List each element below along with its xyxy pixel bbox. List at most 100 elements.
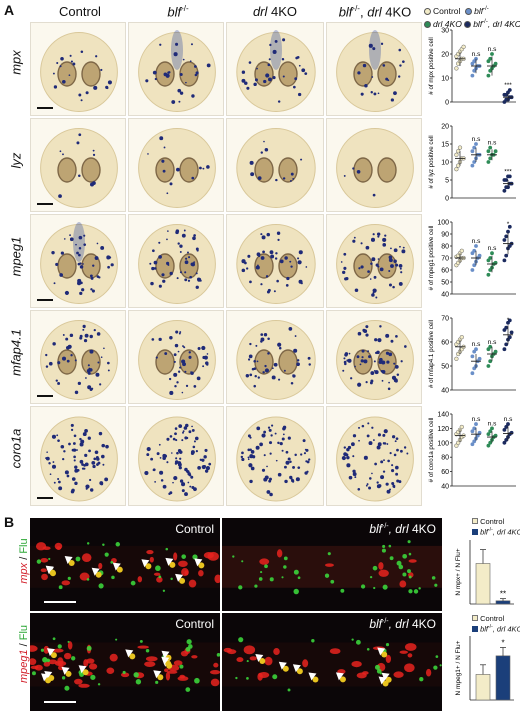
data-point: [470, 354, 475, 359]
significance-label: n.s: [488, 420, 497, 427]
y-tick-label: 20: [441, 124, 449, 131]
data-point: [488, 344, 493, 349]
y-tick-label: 60: [441, 469, 449, 476]
embryo-image: [326, 214, 422, 308]
significance-label: n.s: [488, 339, 497, 346]
embryo-image: [226, 22, 324, 116]
embryo-image: [128, 406, 224, 506]
bar: [495, 655, 511, 701]
arrowhead-icon: [255, 653, 264, 662]
y-tick-label: 0: [445, 100, 449, 107]
data-point: [457, 145, 463, 150]
arrowhead-icon: [308, 672, 317, 681]
data-point: [490, 251, 494, 256]
y-tick-label: 0: [445, 196, 449, 203]
row-header-mpeg1: mpeg1: [8, 236, 24, 277]
data-point: [493, 61, 498, 66]
y-tick-label: 120: [437, 426, 449, 433]
significance-label: ***: [504, 82, 512, 89]
significance-label: n.s: [472, 416, 481, 423]
arrowhead-icon: [45, 565, 54, 574]
embryo-image: [326, 118, 422, 212]
data-point: [472, 263, 477, 268]
data-point: [486, 73, 491, 78]
data-point: [502, 440, 507, 445]
y-tick-label: 80: [441, 455, 449, 462]
panel-b-row2-label: mpeg1 / Flu: [18, 624, 30, 684]
embryo-image: [326, 406, 422, 506]
embryo-image: [30, 118, 126, 212]
fluor-image-mpx-control: Control: [30, 518, 220, 611]
arrowhead-icon: [41, 673, 50, 682]
y-axis-label: # of mpeg1 positive cell: [428, 226, 435, 291]
arrowhead-icon: [175, 573, 184, 582]
data-point: [454, 152, 459, 157]
data-point: [509, 330, 514, 335]
arrowhead-icon: [194, 558, 203, 567]
data-point: [486, 272, 491, 277]
y-axis-label: N mpeg1+ / N Flu+: [455, 640, 462, 695]
data-point: [488, 145, 493, 150]
significance-label: **: [500, 590, 506, 599]
arrowhead-icon: [64, 555, 73, 564]
arrowhead-icon: [112, 562, 121, 571]
y-tick-label: 30: [441, 28, 449, 35]
bar-chart-1: N mpx+ / N Flu+ **: [455, 540, 514, 605]
data-point: [502, 427, 507, 432]
data-point: [504, 178, 509, 182]
arrowhead-icon: [125, 649, 134, 658]
data-point: [459, 335, 464, 340]
arrowhead-icon: [91, 567, 100, 576]
arrowhead-icon: [292, 664, 301, 673]
data-point: [454, 356, 459, 361]
data-point: [502, 238, 507, 242]
data-point: [502, 188, 507, 193]
data-point: [477, 356, 482, 361]
significance-label: ***: [504, 168, 512, 175]
data-point: [456, 149, 461, 154]
panel-a-scatter-charts: 0 10 20 30 # of mpx positive cell n.s n.s *** 0 5…: [428, 28, 516, 491]
data-point: [490, 52, 494, 56]
y-tick-label: 10: [441, 160, 449, 167]
embryo-image: [30, 406, 126, 506]
significance-label: n.s: [472, 238, 481, 245]
y-tick-label: 100: [437, 440, 449, 447]
panel-b-bar-charts: N mpx+ / N Flu+ ** N mpeg1+ / N Flu+ *: [455, 540, 514, 701]
data-point: [470, 149, 475, 154]
scale-bar: [37, 497, 53, 499]
y-tick-label: 60: [441, 340, 449, 347]
scale-bar: [37, 395, 53, 397]
data-point: [459, 424, 464, 430]
scale-bar: [37, 107, 53, 109]
scatter-chart-mfap4.1: 40 50 60 70 # of mfap4.1 positive cell n.s n.s…: [428, 316, 516, 395]
significance-label: n.s: [472, 51, 481, 58]
scale-bar: [37, 203, 53, 205]
row-header-mpx: mpx: [8, 50, 24, 75]
significance-label: n.s: [504, 416, 513, 423]
data-point: [474, 347, 478, 352]
arrowhead-icon: [278, 661, 287, 670]
bar: [475, 563, 491, 605]
arrowhead-icon: [378, 676, 387, 685]
arrowhead-icon: [381, 672, 390, 681]
data-point: [507, 318, 512, 323]
arrowhead-icon: [377, 647, 386, 656]
y-tick-label: 80: [441, 244, 449, 251]
scale-bar: [44, 701, 76, 703]
arrowhead-icon: [141, 559, 150, 568]
y-tick-label: 50: [441, 364, 449, 371]
bar: [475, 674, 491, 701]
data-point: [507, 335, 512, 340]
significance-label: *: [501, 639, 504, 648]
data-point: [486, 160, 491, 164]
bar: [495, 600, 511, 605]
data-point: [490, 426, 494, 431]
data-point: [456, 163, 461, 168]
embryo-image: [30, 22, 126, 116]
significance-label: n.s: [472, 136, 481, 143]
data-point: [486, 443, 491, 448]
embryo-image: [30, 310, 126, 404]
fluor-label: blf-/-, drl 4KO: [369, 522, 436, 536]
data-point: [475, 433, 480, 438]
y-axis-label: # of coro1a positive cell: [428, 418, 435, 483]
